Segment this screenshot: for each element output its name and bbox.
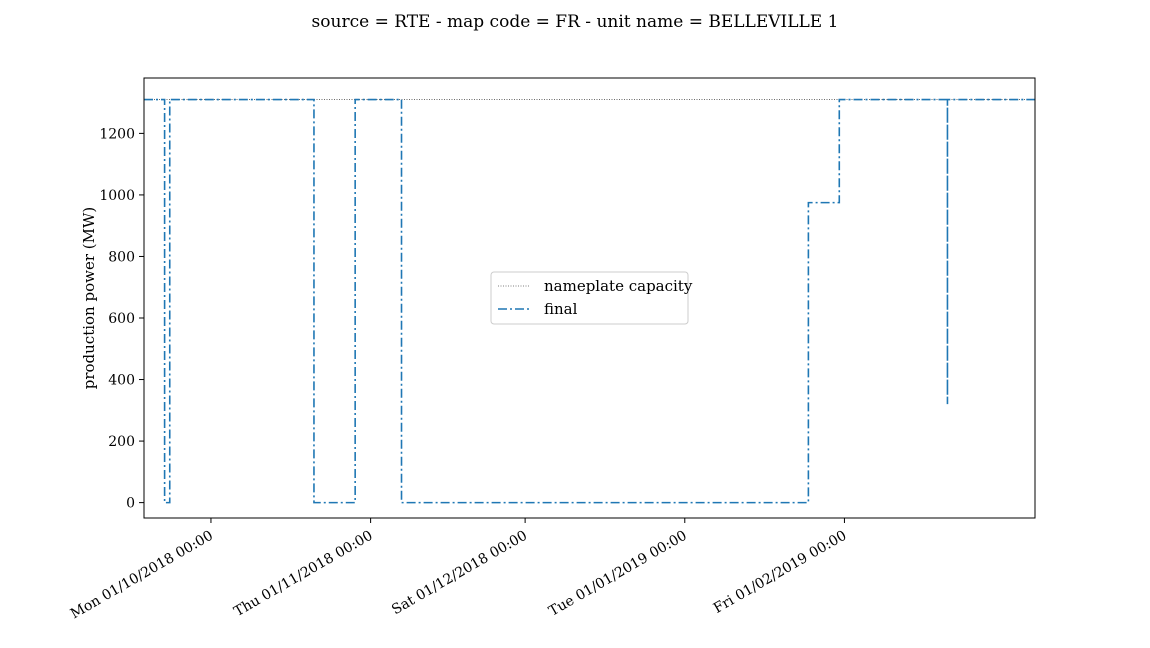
x-tick-label: Thu 01/11/2018 00:00 [231, 528, 375, 621]
y-tick-label: 0 [126, 496, 135, 512]
y-axis-label: production power (MW) [80, 207, 98, 390]
y-tick-label: 400 [108, 373, 135, 389]
x-tick-label: Sat 01/12/2018 00:00 [389, 528, 530, 619]
y-tick-label: 600 [108, 311, 135, 327]
x-tick-label: Mon 01/10/2018 00:00 [68, 528, 216, 623]
axes: 0 200 400 600 800 1000 1200 Mon 01/10/2018 00:0… [68, 77, 1036, 623]
x-tick-label: Fri 01/02/2019 00:00 [711, 528, 850, 617]
y-tick-label: 800 [108, 249, 135, 265]
y-tick-label: 1000 [99, 188, 135, 204]
legend-label: final [544, 300, 578, 318]
y-tick-label: 200 [108, 434, 135, 450]
legend-box [490, 271, 689, 325]
x-tick-label: Tue 01/01/2019 00:00 [546, 528, 690, 620]
series-line-final [144, 98, 1035, 504]
plot-area [144, 98, 1035, 504]
y-tick-label: 1200 [99, 126, 135, 142]
legend: nameplate capacity final [490, 271, 693, 325]
chart-title: source = RTE - map code = FR - unit name… [312, 12, 839, 32]
axes-frame [143, 77, 1036, 519]
legend-label: nameplate capacity [544, 277, 693, 295]
